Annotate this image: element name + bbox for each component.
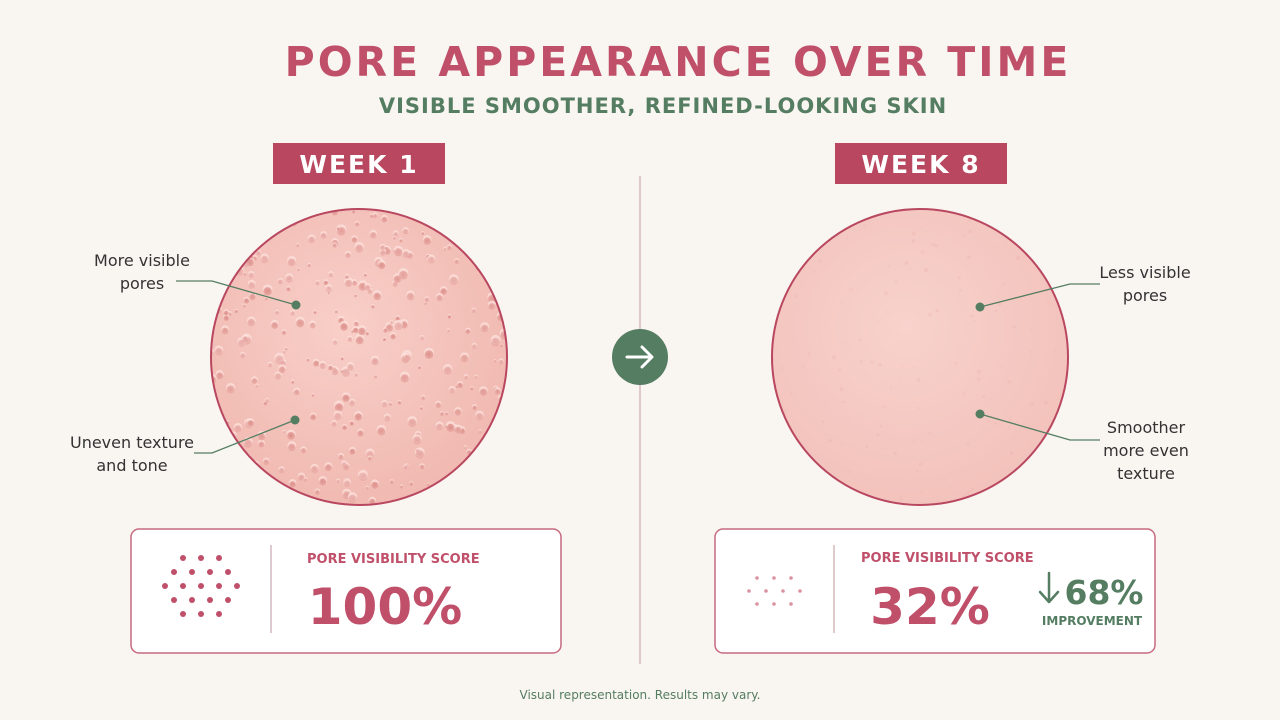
callout-more-visible-pores: More visible pores [94, 251, 301, 310]
callout-smoother-texture-line-1: Smoother [1107, 418, 1186, 437]
callout-uneven-texture: Uneven texture and tone [70, 415, 300, 475]
callout-smoother-texture: Smoother more even texture [975, 409, 1189, 483]
callout-uneven-texture-line-1: Uneven texture [70, 433, 194, 452]
week-1-label-text: WEEK 1 [299, 150, 418, 179]
callout-less-visible-pores-line-1: Less visible [1099, 263, 1190, 282]
week-1-score-value: 100% [308, 578, 462, 636]
week-8-label: WEEK 8 [835, 143, 1007, 184]
callout-less-visible-pores: Less visible pores [975, 263, 1191, 312]
week-1-label: WEEK 1 [273, 143, 445, 184]
callout-less-visible-pores-line-2: pores [1123, 286, 1167, 305]
improvement-label: IMPROVEMENT [1042, 614, 1143, 628]
week-8-skin-sample [771, 208, 1069, 506]
footnote: Visual representation. Results may vary. [520, 688, 761, 702]
week-1-score-label: PORE VISIBILITY SCORE [307, 552, 480, 567]
week-8-label-text: WEEK 8 [861, 150, 980, 179]
week-8-score-value: 32% [870, 578, 990, 636]
improvement-value: 68% [1065, 573, 1144, 612]
callout-more-visible-pores-line-1: More visible [94, 251, 190, 270]
visible-pores-texture [211, 209, 507, 505]
week-8-score-card: PORE VISIBILITY SCORE 32% 68% IMPROVEMEN… [714, 528, 1156, 654]
sparse-pores-icon [747, 576, 802, 606]
callout-smoother-texture-line-2: more even [1103, 441, 1189, 460]
down-arrow-icon [1038, 571, 1060, 604]
page-subtitle: VISIBLE SMOOTHER, REFINED-LOOKING SKIN [379, 94, 947, 118]
callout-uneven-texture-line-2: and tone [96, 456, 167, 475]
week-1-skin-sample [210, 208, 508, 506]
page-title: PORE APPEARANCE OVER TIME [285, 38, 1072, 86]
callout-more-visible-pores-line-2: pores [120, 274, 164, 293]
week-1-score-card: PORE VISIBILITY SCORE 100% [130, 528, 562, 654]
week-8-score-label: PORE VISIBILITY SCORE [861, 551, 1034, 566]
callout-smoother-texture-line-3: texture [1117, 464, 1175, 483]
arrow-right-icon [612, 329, 668, 385]
dense-pores-icon [162, 555, 240, 617]
